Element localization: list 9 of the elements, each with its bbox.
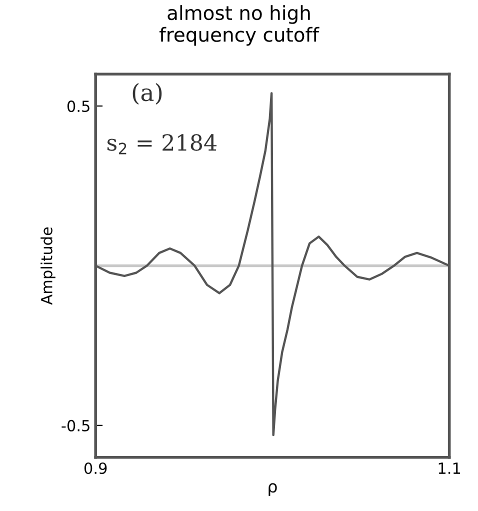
- x-tick-label: 0.9: [84, 462, 107, 474]
- annotation: (a): [132, 82, 162, 105]
- x-tick-label: 1.1: [438, 462, 460, 474]
- x-axis-title: ρ: [268, 483, 277, 496]
- y-axis-title: Amplitude: [40, 227, 56, 305]
- chart-title: almost no high frequency cutoff: [159, 5, 320, 46]
- annotation: s$_{2}$ = 2184: [107, 134, 217, 154]
- y-tick-label: 0.5: [67, 100, 90, 112]
- y-tick-label: -0.5: [62, 420, 90, 432]
